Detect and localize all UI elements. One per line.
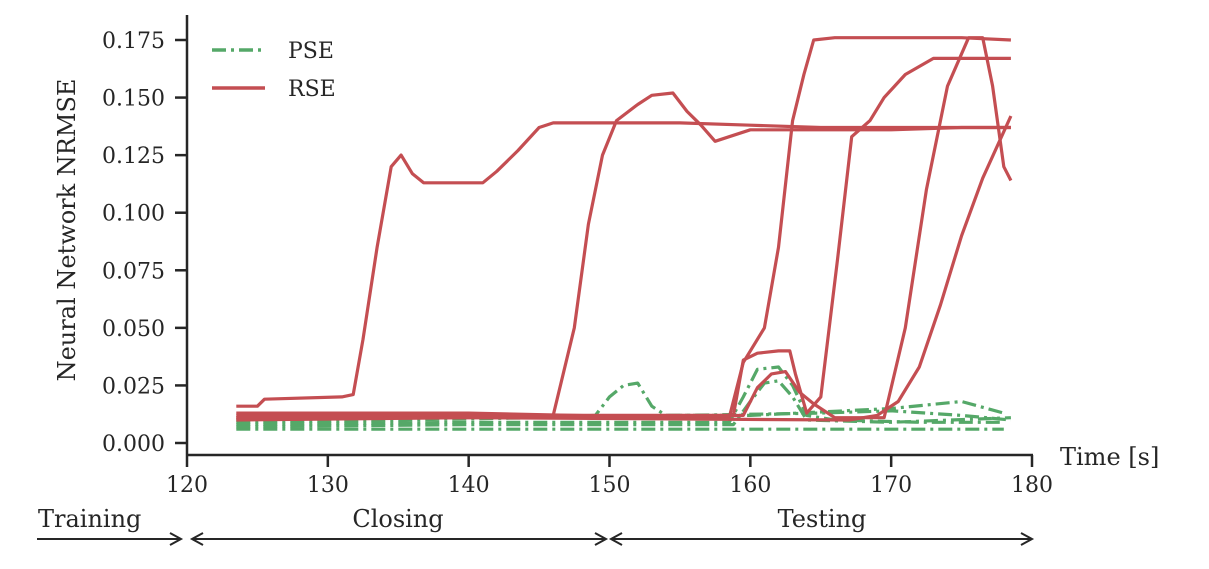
legend: PSE RSE (212, 39, 336, 102)
testing-arrowhead-left-icon (608, 532, 623, 546)
rse-series-line (236, 115, 1013, 422)
y-tick-label: 0.100 (102, 202, 165, 227)
rse-series-line (236, 36, 1013, 420)
x-tick-label: 180 (1011, 473, 1053, 498)
x-tick-label: 140 (448, 473, 490, 498)
y-tick-label: 0.025 (102, 374, 165, 399)
rse-series-line (236, 56, 1011, 420)
testing-arrowhead-right-icon (1020, 532, 1035, 546)
x-tick-label: 150 (589, 473, 631, 498)
closing-arrowhead-left-icon (189, 532, 204, 546)
rse-series-line (236, 91, 1011, 417)
axes: 0.000 0.025 0.050 0.075 0.100 0.125 0.150 0.175… (53, 15, 1159, 498)
training-arrowhead-icon (169, 532, 184, 546)
y-tick-label: 0.075 (102, 259, 165, 284)
y-tick-label: 0.000 (102, 432, 165, 457)
phase-closing-label: Closing (352, 505, 443, 533)
x-tick-label: 120 (166, 473, 208, 498)
x-tick-label: 170 (870, 473, 912, 498)
phase-testing-label: Testing (778, 505, 867, 533)
series-layer (236, 36, 1013, 431)
legend-rse-label: RSE (288, 77, 336, 102)
phase-annotations: Training Closing Testing (37, 505, 1035, 546)
legend-pse-label: PSE (288, 39, 334, 64)
x-tick-label: 130 (307, 473, 349, 498)
rse-series-line (236, 121, 1011, 408)
y-tick-label: 0.125 (102, 144, 165, 169)
y-axis-label: Neural Network NRMSE (53, 79, 81, 382)
y-ticks: 0.000 0.025 0.050 0.075 0.100 0.125 0.150 0.175 (102, 29, 187, 457)
y-tick-label: 0.150 (102, 87, 165, 112)
phase-training-label: Training (38, 505, 141, 533)
closing-arrowhead-right-icon (594, 532, 609, 546)
x-tick-label: 160 (729, 473, 771, 498)
x-ticks: 120 130 140 150 160 170 180 (166, 455, 1053, 498)
rse-series-line (236, 36, 1011, 420)
x-axis-label: Time [s] (1060, 443, 1159, 471)
y-tick-label: 0.050 (102, 317, 165, 342)
y-tick-label: 0.175 (102, 29, 165, 54)
